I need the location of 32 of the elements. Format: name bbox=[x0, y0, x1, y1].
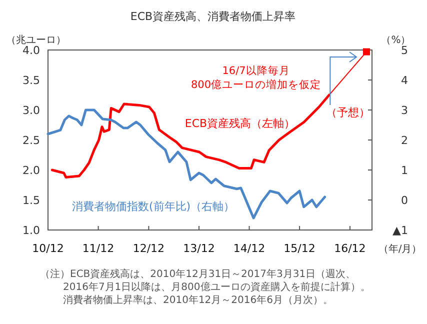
y-tick-label: 1.5 bbox=[22, 194, 40, 207]
y2-tick-label: 4 bbox=[401, 74, 408, 87]
y-tick-label: 1.0 bbox=[22, 224, 40, 237]
x-tick-label: 10/12 bbox=[32, 242, 64, 255]
text: 2016年7月1日以降は、月800億ユーロの資産購入を前提に計算）。 bbox=[63, 281, 370, 293]
y-axis-title: （兆ユーロ） bbox=[6, 34, 66, 46]
x-tick-label: 13/12 bbox=[183, 242, 215, 255]
y-tick-label: 4.0 bbox=[22, 44, 40, 57]
y2-tick-label: 3 bbox=[401, 104, 408, 117]
x-tick-label: 12/12 bbox=[132, 242, 165, 255]
annotation: 16/7以降毎月 800億ユーロの増加を仮定 bbox=[190, 64, 322, 91]
y-tick-label: 3.5 bbox=[22, 74, 40, 87]
y-tick-label: 2.0 bbox=[22, 164, 40, 177]
text: 消費者物価上昇率は、2010年12月～2016年6月（月次）。 bbox=[63, 294, 333, 306]
x-tick-label: 15/12 bbox=[284, 242, 316, 255]
y2-tick-label: 1 bbox=[401, 164, 408, 177]
y-tick-label: 2.5 bbox=[22, 134, 40, 147]
y2-axis-title: （%） bbox=[381, 35, 411, 46]
x-tick-label: 14/12 bbox=[233, 242, 266, 255]
text: （注）ECB資産残高は、2010年12月31日～2017年3月31日（週次、 bbox=[40, 268, 356, 280]
series-label: ECB資産残高（左軸） bbox=[184, 117, 296, 130]
y2-tick-label: 2 bbox=[401, 134, 408, 147]
x-tick-label: 11/12 bbox=[82, 242, 114, 255]
series-label: 消費者物価指数(前年比)（右軸） bbox=[72, 200, 235, 213]
chart-title: ECB資産残高、消費者物価上昇率 bbox=[130, 10, 296, 23]
x-tick-label: 16/12 bbox=[334, 242, 366, 255]
y2-tick-label: 0 bbox=[401, 194, 408, 207]
y2-tick-label: ▲1 bbox=[392, 224, 408, 237]
series-label: （予想） bbox=[326, 106, 370, 119]
y-tick-label: 3.0 bbox=[22, 104, 40, 117]
x-axis-title: （年/月） bbox=[378, 243, 422, 255]
y2-tick-label: 5 bbox=[401, 44, 408, 57]
